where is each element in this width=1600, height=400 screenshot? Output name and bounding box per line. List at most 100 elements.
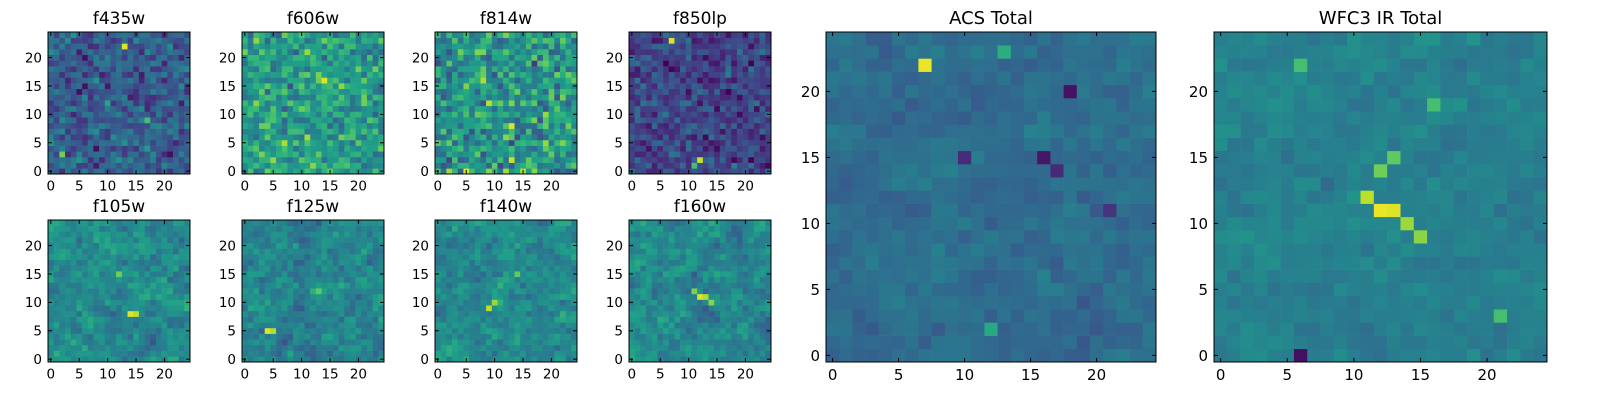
- heatmap-cell: [70, 88, 77, 95]
- heatmap-cell: [321, 344, 328, 351]
- y-tick-label: 10: [219, 107, 236, 123]
- heatmap-cell: [172, 145, 179, 152]
- heatmap-cell: [184, 105, 191, 112]
- heatmap-cell: [332, 231, 339, 238]
- heatmap-cell: [480, 77, 487, 84]
- heatmap-cell: [559, 151, 566, 158]
- heatmap-cell: [172, 299, 179, 306]
- heatmap-cell: [242, 88, 248, 95]
- heatmap-cell: [559, 259, 566, 266]
- heatmap-cell: [440, 71, 447, 78]
- heatmap-cell: [469, 276, 476, 283]
- heatmap-cell: [161, 100, 168, 107]
- heatmap-cell: [87, 237, 94, 244]
- y-tick-label: 5: [420, 136, 429, 152]
- heatmap-cell: [53, 293, 60, 300]
- heatmap-cell: [542, 305, 549, 312]
- heatmap-cell: [514, 310, 521, 317]
- heatmap-cell: [697, 339, 704, 346]
- heatmap-cell: [315, 248, 322, 255]
- heatmap-cell: [138, 288, 145, 295]
- heatmap-cell: [87, 128, 94, 135]
- heatmap-cell: [133, 71, 140, 78]
- heatmap-cell: [719, 333, 726, 340]
- heatmap-cell: [116, 117, 123, 124]
- heatmap-cell: [469, 60, 476, 67]
- heatmap-cell: [82, 49, 89, 56]
- heatmap-cell: [167, 139, 174, 146]
- heatmap-cell: [121, 66, 128, 73]
- heatmap-cell: [361, 231, 368, 238]
- heatmap-cell: [298, 111, 305, 118]
- heatmap-cell: [121, 225, 128, 232]
- heatmap-cell: [674, 77, 681, 84]
- heatmap-cell: [104, 225, 111, 232]
- heatmap-cell: [469, 316, 476, 323]
- heatmap-cell: [87, 105, 94, 112]
- heatmap-cell: [59, 122, 66, 129]
- heatmap-cell: [110, 151, 117, 158]
- x-tick-label: 15: [321, 179, 338, 195]
- heatmap-cell: [491, 145, 498, 152]
- heatmap-cell: [87, 43, 94, 50]
- heatmap-cell: [310, 276, 317, 283]
- heatmap-cell: [629, 49, 635, 56]
- heatmap-cell: [70, 310, 77, 317]
- heatmap-cell: [344, 322, 351, 329]
- heatmap-cell: [480, 231, 487, 238]
- heatmap-cell: [657, 139, 664, 146]
- heatmap-cell: [332, 259, 339, 266]
- heatmap-cell: [469, 49, 476, 56]
- heatmap-cell: [463, 156, 470, 163]
- heatmap-cell: [531, 356, 538, 363]
- heatmap-cell: [253, 128, 260, 135]
- heatmap-cell: [668, 299, 675, 306]
- heatmap-cell: [355, 77, 362, 84]
- heatmap-cell: [70, 282, 77, 289]
- heatmap-cell: [59, 288, 66, 295]
- heatmap-cell: [742, 310, 749, 317]
- panel-title: f850lp: [673, 9, 727, 29]
- heatmap-cell: [559, 282, 566, 289]
- heatmap-cell: [508, 350, 515, 357]
- heatmap-cell: [93, 248, 100, 255]
- heatmap-cell: [304, 122, 311, 129]
- heatmap-cell: [82, 248, 89, 255]
- heatmap-cell: [634, 54, 641, 61]
- heatmap-cell: [525, 128, 532, 135]
- heatmap-cell: [338, 156, 345, 163]
- heatmap-cell: [680, 83, 687, 90]
- heatmap-cell: [304, 237, 311, 244]
- heatmap-cell: [548, 288, 555, 295]
- heatmap-cell: [702, 83, 709, 90]
- heatmap-cell: [150, 32, 157, 38]
- heatmap-cell: [116, 288, 123, 295]
- heatmap-cell: [702, 60, 709, 67]
- heatmap-cell: [259, 32, 266, 38]
- heatmap-cell: [338, 145, 345, 152]
- heatmap-cell: [361, 156, 368, 163]
- heatmap-cell: [116, 77, 123, 84]
- heatmap-cell: [327, 339, 334, 346]
- heatmap-cell: [719, 327, 726, 334]
- heatmap-cell: [531, 43, 538, 50]
- heatmap-cell: [82, 151, 89, 158]
- heatmap-cell: [503, 83, 510, 90]
- heatmap-cell: [542, 54, 549, 61]
- heatmap-cell: [59, 305, 66, 312]
- heatmap-cell: [110, 134, 117, 141]
- heatmap-cell: [680, 43, 687, 50]
- heatmap-cell: [298, 288, 305, 295]
- heatmap-cell: [178, 71, 185, 78]
- heatmap-cell: [463, 71, 470, 78]
- x-tick-label: 5: [462, 367, 471, 383]
- heatmap-cell: [53, 276, 60, 283]
- heatmap-cell: [554, 327, 561, 334]
- heatmap-cell: [264, 282, 271, 289]
- heatmap-cell: [87, 111, 94, 118]
- heatmap-cell: [59, 43, 66, 50]
- heatmap-cell: [138, 100, 145, 107]
- heatmap-cell: [167, 32, 174, 38]
- heatmap-cell: [366, 271, 373, 278]
- heatmap-cell: [565, 271, 572, 278]
